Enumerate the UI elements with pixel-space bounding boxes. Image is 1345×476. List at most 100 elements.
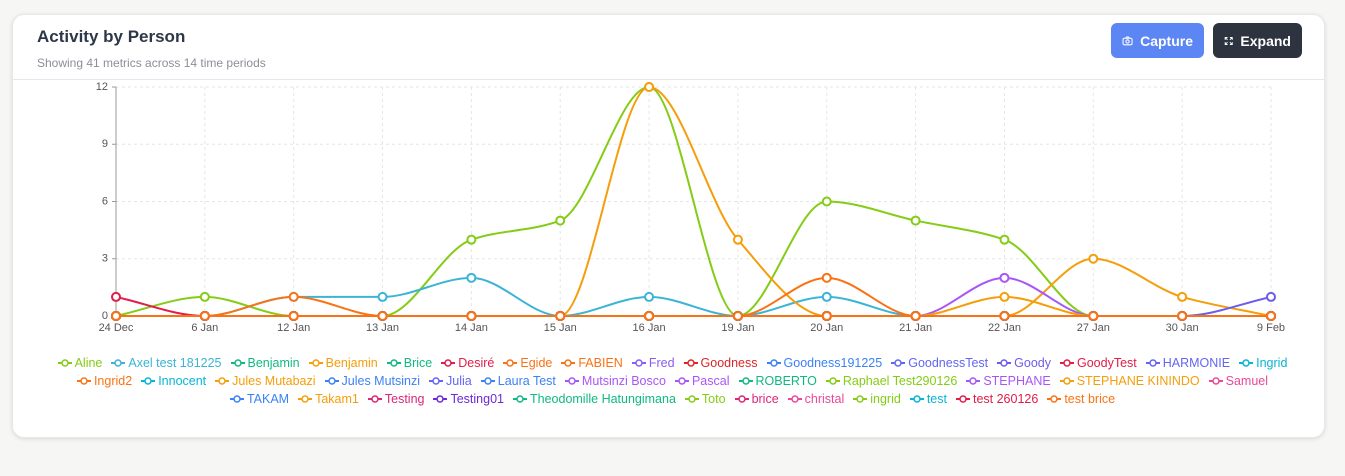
legend-marker bbox=[111, 359, 126, 367]
legend-marker bbox=[513, 395, 527, 403]
legend-marker bbox=[308, 359, 323, 367]
legend-label: Mutsinzi Bosco bbox=[581, 374, 666, 388]
legend-label: Aline bbox=[74, 356, 103, 370]
data-point bbox=[999, 234, 1010, 245]
expand-label: Expand bbox=[1240, 32, 1291, 49]
legend-label: Egide bbox=[520, 356, 553, 370]
data-point bbox=[555, 215, 566, 226]
legend-item[interactable]: test bbox=[909, 392, 947, 406]
legend-item[interactable]: GoodyTest bbox=[1059, 356, 1137, 370]
legend-marker bbox=[503, 359, 518, 367]
legend-item[interactable]: Takam1 bbox=[298, 392, 359, 406]
legend-marker bbox=[230, 359, 245, 367]
data-point bbox=[999, 291, 1010, 302]
x-tick-label: 21 Jan bbox=[899, 322, 932, 334]
legend-item[interactable]: HARMONIE bbox=[1145, 356, 1230, 370]
legend-marker bbox=[734, 395, 749, 403]
legend-item[interactable]: STEPHANE KININDO bbox=[1059, 374, 1200, 388]
legend-item[interactable]: Jules Mutsinzi bbox=[324, 374, 420, 388]
x-tick-label: 27 Jan bbox=[1077, 322, 1110, 334]
legend-dot bbox=[1063, 359, 1071, 367]
legend-item[interactable]: test brice bbox=[1047, 392, 1115, 406]
legend-item[interactable]: Aline bbox=[57, 356, 103, 370]
legend-label: TAKAM bbox=[246, 392, 290, 406]
legend-marker bbox=[1047, 395, 1062, 403]
legend-item[interactable]: Axel test 181225 bbox=[111, 356, 222, 370]
legend-label: Theodomille Hatungimana bbox=[530, 392, 676, 406]
legend-marker bbox=[215, 377, 230, 385]
legend-marker bbox=[141, 377, 156, 385]
legend-dot bbox=[1211, 377, 1220, 385]
legend-label: Samuel bbox=[1225, 374, 1269, 388]
legend-item[interactable]: Theodomille Hatungimana bbox=[513, 392, 676, 406]
legend-dot bbox=[60, 359, 69, 367]
legend-item[interactable]: STEPHANE bbox=[966, 374, 1051, 388]
legend-dot bbox=[1062, 377, 1071, 385]
legend-marker bbox=[433, 395, 448, 403]
x-tick-label: 9 Feb bbox=[1257, 322, 1285, 334]
legend-marker bbox=[955, 395, 970, 403]
legend-dot bbox=[894, 359, 902, 367]
legend-item[interactable]: Ingrid2 bbox=[76, 374, 132, 388]
legend-item[interactable]: Goodness191225 bbox=[766, 356, 882, 370]
y-tick-label: 6 bbox=[102, 195, 108, 207]
data-point bbox=[821, 196, 832, 207]
legend-item[interactable]: test 260126 bbox=[955, 392, 1038, 406]
data-point bbox=[377, 311, 388, 321]
legend-label: Axel test 181225 bbox=[128, 356, 222, 370]
legend-label: ROBERTO bbox=[755, 374, 817, 388]
legend-label: GoodnessTest bbox=[908, 356, 989, 370]
legend-item[interactable]: Benjamin bbox=[308, 356, 378, 370]
legend-item[interactable]: Jules Mutabazi bbox=[215, 374, 316, 388]
legend-label: Raphael Test290126 bbox=[842, 374, 958, 388]
legend-item[interactable]: Samuel bbox=[1208, 374, 1269, 388]
capture-button[interactable]: Capture bbox=[1111, 23, 1204, 58]
legend-marker bbox=[909, 395, 924, 403]
legend-item[interactable]: Laura Test bbox=[480, 374, 556, 388]
legend-item[interactable]: Goodness bbox=[683, 356, 758, 370]
legend-item[interactable]: Mutsinzi Bosco bbox=[564, 374, 666, 388]
legend-dot bbox=[301, 395, 309, 403]
legend-marker bbox=[738, 377, 753, 385]
legend-label: Ingrid bbox=[1256, 356, 1288, 370]
data-point bbox=[821, 291, 832, 302]
x-tick-label: 20 Jan bbox=[810, 322, 843, 334]
data-point bbox=[821, 311, 832, 321]
legend-item[interactable]: ROBERTO bbox=[738, 374, 817, 388]
data-point bbox=[1088, 311, 1099, 321]
legend-item[interactable]: Brice bbox=[386, 356, 433, 370]
legend-item[interactable]: Ingrid bbox=[1239, 356, 1287, 370]
data-point bbox=[288, 291, 299, 302]
data-point bbox=[466, 311, 477, 321]
legend-marker bbox=[853, 395, 868, 403]
legend-item[interactable]: brice bbox=[734, 392, 779, 406]
legend-dot bbox=[1242, 359, 1250, 367]
legend-item[interactable]: Testing01 bbox=[433, 392, 504, 406]
legend-item[interactable]: Egide bbox=[503, 356, 552, 370]
legend-dot bbox=[484, 377, 492, 385]
legend-item[interactable]: christal bbox=[787, 392, 844, 406]
legend-item[interactable]: Julia bbox=[429, 374, 472, 388]
legend-label: Desiré bbox=[458, 356, 495, 370]
legend-item[interactable]: Desiré bbox=[441, 356, 494, 370]
legend-item[interactable]: ingrid bbox=[853, 392, 901, 406]
legend-item[interactable]: Testing bbox=[367, 392, 424, 406]
legend-item[interactable]: Benjamin bbox=[230, 356, 300, 370]
legend-label: Brice bbox=[403, 356, 433, 370]
legend-item[interactable]: FABIEN bbox=[561, 356, 623, 370]
legend-item[interactable]: Innocent bbox=[141, 374, 206, 388]
legend-label: Testing01 bbox=[450, 392, 504, 406]
legend-item[interactable]: TAKAM bbox=[229, 392, 290, 406]
legend-item[interactable]: Toto bbox=[684, 392, 726, 406]
legend-item[interactable]: Raphael Test290126 bbox=[825, 374, 958, 388]
legend-item[interactable]: Goody bbox=[997, 356, 1051, 370]
data-point bbox=[732, 234, 743, 245]
legend-item[interactable]: GoodnessTest bbox=[891, 356, 988, 370]
data-point bbox=[644, 311, 655, 321]
x-tick-label: 22 Jan bbox=[988, 322, 1021, 334]
legend-label: Julia bbox=[446, 374, 472, 388]
legend-item[interactable]: Pascal bbox=[674, 374, 730, 388]
data-point bbox=[1177, 291, 1188, 302]
expand-button[interactable]: Expand bbox=[1213, 23, 1302, 58]
legend-item[interactable]: Fred bbox=[631, 356, 675, 370]
